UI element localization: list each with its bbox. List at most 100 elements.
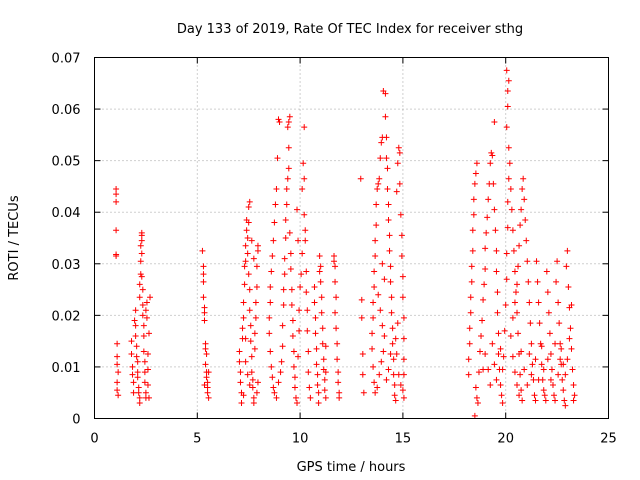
data-point <box>289 317 296 324</box>
grid-lines <box>94 57 609 419</box>
y-tick-label: 0.07 <box>52 52 81 67</box>
data-point <box>298 271 305 278</box>
data-point <box>279 343 286 350</box>
data-point <box>393 351 400 358</box>
data-point <box>540 366 547 373</box>
data-point <box>294 206 301 213</box>
data-point <box>521 196 528 203</box>
data-point <box>524 258 531 265</box>
data-point <box>237 379 244 386</box>
data-point <box>469 247 476 254</box>
data-point <box>271 389 278 396</box>
data-point <box>399 273 406 280</box>
data-point <box>240 299 247 306</box>
data-point <box>388 309 395 316</box>
data-point <box>244 250 251 257</box>
data-point <box>400 314 407 321</box>
data-point <box>295 353 302 360</box>
data-point <box>247 338 254 345</box>
data-point <box>318 294 325 301</box>
data-point <box>384 165 391 172</box>
data-point <box>138 250 145 257</box>
data-point <box>288 286 295 293</box>
data-point <box>375 291 382 298</box>
data-point <box>271 219 278 226</box>
data-point <box>297 283 304 290</box>
data-point <box>511 369 518 376</box>
data-point <box>136 394 143 401</box>
data-point <box>244 235 251 241</box>
data-point <box>469 227 476 234</box>
data-point <box>282 216 289 223</box>
data-point <box>246 381 253 388</box>
data-point <box>551 392 558 399</box>
data-point <box>489 152 496 159</box>
data-point <box>267 283 274 290</box>
data-point <box>561 397 568 404</box>
data-point <box>144 351 151 358</box>
data-point <box>518 387 525 394</box>
data-point <box>381 276 388 283</box>
data-point <box>317 263 324 270</box>
data-point <box>377 307 384 314</box>
data-point <box>373 222 380 229</box>
x-tick-label: 25 <box>600 432 617 447</box>
data-points <box>113 67 578 419</box>
data-point <box>136 400 143 407</box>
data-point <box>393 188 400 195</box>
data-point <box>142 307 149 314</box>
data-point <box>254 379 261 386</box>
data-point <box>139 286 146 293</box>
data-point <box>536 320 543 327</box>
data-point <box>312 314 319 321</box>
data-point <box>506 160 513 167</box>
data-point <box>283 186 290 193</box>
data-point <box>299 186 306 193</box>
data-point <box>374 186 381 193</box>
data-point <box>372 253 379 260</box>
data-point <box>245 219 252 226</box>
data-point <box>396 149 403 156</box>
data-point <box>145 330 152 337</box>
data-point <box>395 371 402 378</box>
chart-title: Day 133 of 2019, Rate Of TEC Index for r… <box>177 22 523 37</box>
data-point <box>202 361 209 368</box>
data-point <box>277 369 284 376</box>
data-point <box>333 325 340 332</box>
data-point <box>507 332 514 339</box>
data-point <box>481 281 488 288</box>
data-point <box>285 165 292 172</box>
data-point <box>254 242 261 249</box>
data-point <box>495 351 502 358</box>
data-point <box>399 387 406 394</box>
data-point <box>144 381 151 388</box>
data-point <box>319 325 326 332</box>
data-point <box>470 196 477 203</box>
data-point <box>243 227 250 234</box>
data-point <box>371 283 378 290</box>
data-point <box>400 394 407 401</box>
data-point <box>246 286 253 293</box>
data-point <box>335 379 342 386</box>
data-point <box>311 299 318 306</box>
data-point <box>482 351 489 358</box>
data-point <box>379 322 386 329</box>
data-point <box>358 314 365 321</box>
data-point <box>132 322 139 329</box>
data-point <box>336 394 343 401</box>
data-point <box>370 314 377 321</box>
data-point <box>392 335 399 342</box>
data-point <box>203 374 210 381</box>
data-point <box>200 278 207 285</box>
data-point <box>358 296 365 303</box>
data-point <box>542 397 549 404</box>
data-point <box>299 250 306 257</box>
data-point <box>391 392 398 399</box>
data-point <box>202 345 209 352</box>
data-point <box>280 286 287 293</box>
data-point <box>274 155 281 162</box>
data-point <box>526 351 533 358</box>
data-point <box>515 263 522 270</box>
data-point <box>544 356 551 363</box>
